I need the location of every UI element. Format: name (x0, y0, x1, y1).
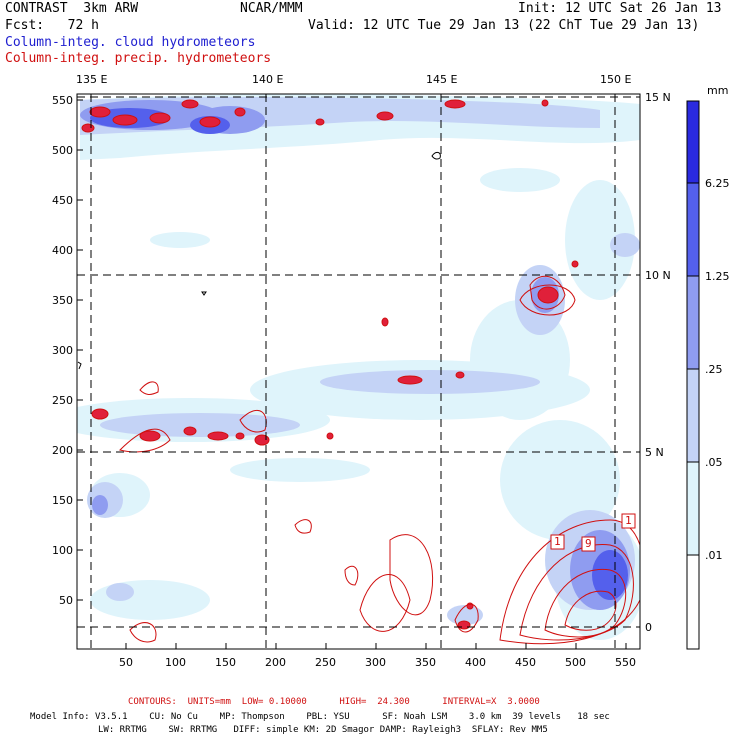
x-tick-label: 50 (119, 656, 133, 669)
island-outlines (77, 151, 441, 370)
contour-info: CONTOURS: UNITS=mm LOW= 0.10000 HIGH= 24… (128, 697, 540, 707)
contour-label: 1 (625, 514, 632, 527)
lat-label: 10 N (645, 269, 671, 282)
colorbar (686, 100, 700, 650)
y-tick-label: 550 (52, 94, 73, 107)
institution-label: NCAR/MMM (240, 1, 303, 16)
y-tick-label: 150 (52, 494, 73, 507)
forecast-hour: Fcst: 72 h (5, 18, 99, 33)
lon-label: 150 E (600, 73, 632, 86)
y-tick-label: 250 (52, 394, 73, 407)
map-frame (76, 93, 641, 650)
lat-label: 5 N (645, 446, 664, 459)
x-tick-label: 350 (415, 656, 436, 669)
y-tick-label: 200 (52, 444, 73, 457)
precip-contours (119, 275, 640, 645)
colorbar-level: 1.25 (705, 270, 730, 283)
cloud-field-title: Column-integ. cloud hydrometeors (5, 35, 256, 50)
x-tick-label: 100 (165, 656, 186, 669)
lon-label: 145 E (426, 73, 458, 86)
cloud-field (77, 94, 640, 640)
x-tick-label: 550 (615, 656, 636, 669)
colorbar-units: mm (707, 84, 729, 97)
x-tick-label: 200 (265, 656, 286, 669)
x-tick-label: 300 (365, 656, 386, 669)
y-tick-label: 500 (52, 144, 73, 157)
colorbar-level: 6.25 (705, 177, 730, 190)
x-tick-label: 150 (215, 656, 236, 669)
lat-label: 0 (645, 621, 652, 634)
y-tick-label: 350 (52, 294, 73, 307)
y-tick-label: 400 (52, 244, 73, 257)
x-tick-label: 500 (565, 656, 586, 669)
contour-label-boxes (550, 513, 636, 552)
lat-lon-grid (77, 94, 640, 649)
init-time: Init: 12 UTC Sat 26 Jan 13 (518, 1, 722, 16)
lon-label: 140 E (252, 73, 284, 86)
colorbar-level: .25 (705, 363, 723, 376)
x-tick-label: 250 (315, 656, 336, 669)
model-info-line1: Model Info: V3.5.1 CU: No Cu MP: Thompso… (30, 712, 610, 722)
lon-label: 135 E (76, 73, 108, 86)
valid-time: Valid: 12 UTC Tue 29 Jan 13 (22 ChT Tue … (308, 18, 700, 33)
lat-label: 15 N (645, 91, 671, 104)
precip-field (81, 99, 579, 630)
colorbar-level: .01 (705, 549, 723, 562)
contour-label: 9 (585, 537, 592, 550)
colorbar-level: .05 (705, 456, 723, 469)
contour-label: 1 (554, 535, 561, 548)
x-tick-label: 400 (465, 656, 486, 669)
y-tick-label: 450 (52, 194, 73, 207)
precip-field-title: Column-integ. precip. hydrometeors (5, 51, 272, 66)
model-title: CONTRAST 3km ARW (5, 1, 139, 16)
model-info-line2: LW: RRTMG SW: RRTMG DIFF: simple KM: 2D … (98, 725, 548, 735)
axis-ticks (77, 99, 627, 649)
y-tick-label: 50 (59, 594, 73, 607)
y-tick-label: 100 (52, 544, 73, 557)
x-tick-label: 450 (515, 656, 536, 669)
y-tick-label: 300 (52, 344, 73, 357)
